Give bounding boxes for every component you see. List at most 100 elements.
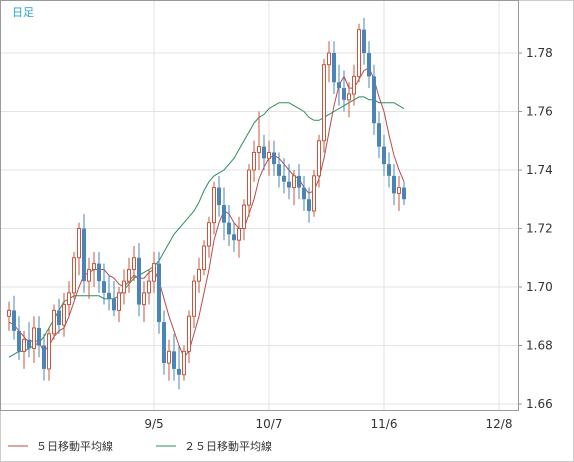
- candle-body: [387, 164, 391, 176]
- legend-item: ５日移動平均線: [8, 439, 113, 453]
- candle-down: [362, 17, 366, 65]
- y-tick-label: 1.68: [526, 339, 553, 353]
- candle-up: [142, 281, 146, 323]
- candle-body: [97, 263, 101, 282]
- candle-up: [77, 222, 81, 276]
- candle-body: [367, 53, 371, 77]
- candle-down: [277, 152, 281, 188]
- candle-down: [342, 70, 346, 112]
- candle-down: [162, 310, 166, 375]
- candle-body: [347, 93, 351, 101]
- candle-body: [322, 64, 326, 142]
- candle-up: [247, 164, 251, 217]
- candle-up: [312, 170, 316, 217]
- candle-body: [12, 310, 16, 331]
- candle-body: [317, 140, 321, 177]
- legend-label: ５日移動平均線: [36, 439, 113, 453]
- candle-body: [42, 345, 46, 369]
- candle-body: [132, 257, 136, 270]
- candle-body: [107, 292, 111, 299]
- candle-down: [42, 333, 46, 381]
- candle-body: [177, 368, 181, 375]
- candle-body: [332, 53, 336, 83]
- candle-body: [62, 304, 66, 326]
- candle-up: [92, 251, 96, 287]
- candle-up: [317, 134, 321, 188]
- period-label: 日足: [12, 6, 34, 19]
- candle-body: [67, 292, 71, 306]
- candle-body: [137, 257, 141, 305]
- candle-up: [202, 240, 206, 276]
- candle-up: [47, 327, 51, 381]
- candle-up: [257, 111, 261, 170]
- candle-up: [132, 246, 136, 282]
- x-tick-label: 12/8: [486, 417, 513, 431]
- x-tick-label: 9/5: [144, 417, 163, 431]
- candle-body: [307, 199, 311, 211]
- candle-up: [52, 304, 56, 340]
- candle-body: [27, 339, 31, 349]
- y-tick-label: 1.76: [526, 105, 553, 119]
- ma25-series: [8, 96, 405, 358]
- candle-body: [227, 222, 231, 235]
- candle-down: [382, 134, 386, 176]
- candle-body: [397, 187, 401, 194]
- candle-down: [307, 187, 311, 223]
- candle-body: [32, 327, 36, 349]
- candle-up: [22, 330, 26, 369]
- candle-up: [267, 140, 271, 176]
- y-tick-label: 1.66: [526, 397, 553, 411]
- candle-up: [182, 345, 186, 381]
- candle-body: [82, 228, 86, 282]
- candle-body: [172, 351, 176, 369]
- candle-body: [402, 187, 406, 200]
- candle-down: [367, 41, 371, 89]
- candle-body: [7, 309, 11, 317]
- candle-body: [37, 327, 41, 346]
- legend-label: ２５日移動平均線: [184, 439, 272, 453]
- candle-body: [22, 339, 26, 352]
- candle-down: [157, 251, 161, 334]
- candle-up: [207, 216, 211, 258]
- candle-body: [52, 309, 56, 335]
- candle-down: [402, 181, 406, 206]
- candle-body: [187, 315, 191, 352]
- candle-body: [217, 187, 221, 206]
- candle-up: [32, 316, 36, 364]
- candle-down: [387, 152, 391, 188]
- candle-body: [282, 175, 286, 182]
- candle-down: [282, 158, 286, 194]
- candle-body: [312, 175, 316, 212]
- candle-down: [337, 64, 341, 106]
- candle-body: [197, 268, 201, 282]
- candle-down: [372, 64, 376, 135]
- candlestick-series: [7, 17, 406, 390]
- candle-down: [172, 333, 176, 381]
- candle-body: [77, 228, 81, 259]
- candle-body: [162, 322, 166, 364]
- candle-down: [227, 205, 231, 247]
- ma5-line: [8, 66, 405, 359]
- candle-body: [377, 123, 381, 147]
- candle-body: [72, 257, 76, 294]
- candle-up: [62, 292, 66, 337]
- candle-body: [342, 88, 346, 100]
- candle-up: [322, 58, 326, 153]
- candle-body: [292, 175, 296, 189]
- candle-up: [152, 251, 156, 293]
- ma25-line: [8, 96, 405, 358]
- candle-up: [237, 216, 241, 258]
- candle-down: [262, 134, 266, 170]
- candle-down: [107, 275, 111, 311]
- candle-up: [72, 251, 76, 299]
- candle-up: [7, 301, 11, 331]
- candle-down: [297, 164, 301, 200]
- candle-up: [122, 269, 126, 305]
- candle-down: [217, 175, 221, 217]
- candle-up: [352, 64, 356, 106]
- candle-down: [12, 295, 16, 340]
- candle-up: [327, 41, 331, 83]
- y-tick-label: 1.70: [526, 280, 553, 294]
